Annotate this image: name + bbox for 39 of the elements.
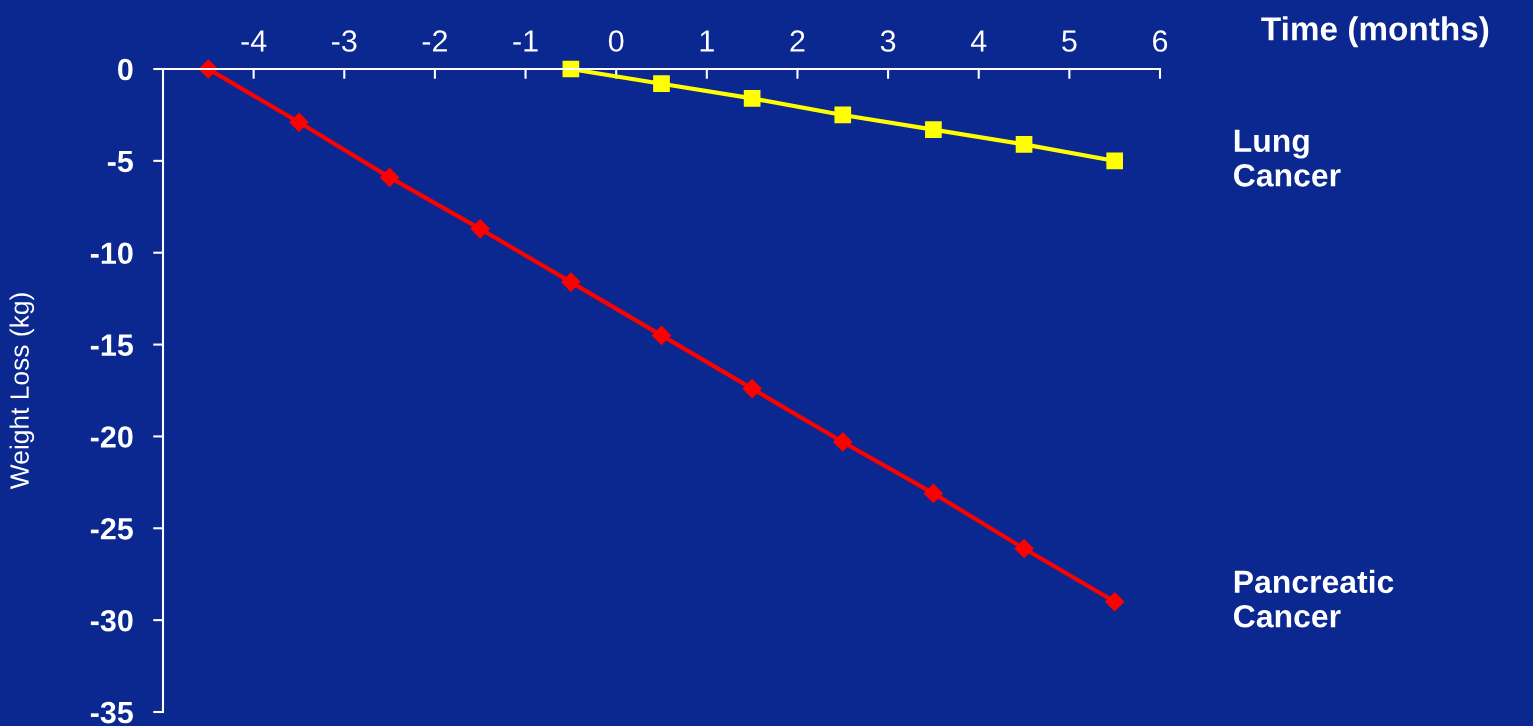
x-tick-label: 1 xyxy=(700,30,714,52)
point xyxy=(289,112,309,132)
y-tick-label: -20 xyxy=(90,426,133,448)
x-tick-label: 4 xyxy=(970,30,987,52)
y-tick-label: -35 xyxy=(90,701,133,724)
y-tick-label: -10 xyxy=(90,242,133,265)
x-tick-label: 2 xyxy=(790,30,805,52)
x-tick-label: 0 xyxy=(608,30,624,52)
point xyxy=(833,432,853,452)
y-tick-label: -30 xyxy=(90,609,133,632)
point xyxy=(742,379,762,399)
x-tick-label: 6 xyxy=(1153,30,1168,52)
point xyxy=(743,90,761,107)
x-tick-label: 5 xyxy=(1062,30,1077,52)
point xyxy=(653,75,670,93)
y-tick-label: -25 xyxy=(90,518,133,540)
point xyxy=(561,272,581,292)
y-tick-label: 0 xyxy=(118,58,133,81)
point xyxy=(1015,135,1033,153)
point xyxy=(470,219,490,239)
x-axis-title: Time (months) xyxy=(1261,16,1489,48)
point xyxy=(1106,152,1124,170)
y-tick-label: -5 xyxy=(107,150,133,173)
text: Pancreatic Cancer xyxy=(1234,569,1394,628)
point xyxy=(925,121,942,138)
y-axis-title: Weight Loss (kg) xyxy=(9,293,35,490)
point xyxy=(651,325,672,345)
x-tick-label: -1 xyxy=(513,30,538,52)
point xyxy=(1105,592,1125,612)
y-tick-label: -15 xyxy=(90,334,133,356)
point xyxy=(834,106,852,124)
x-tick-label: -2 xyxy=(422,30,447,52)
point xyxy=(1014,538,1034,559)
point xyxy=(380,167,400,187)
point xyxy=(923,483,943,503)
text: Lung Cancer xyxy=(1234,129,1341,187)
x-tick-label: 3 xyxy=(880,30,896,52)
x-tick-label: -4 xyxy=(241,30,267,52)
x-tick-label: -3 xyxy=(332,30,357,52)
